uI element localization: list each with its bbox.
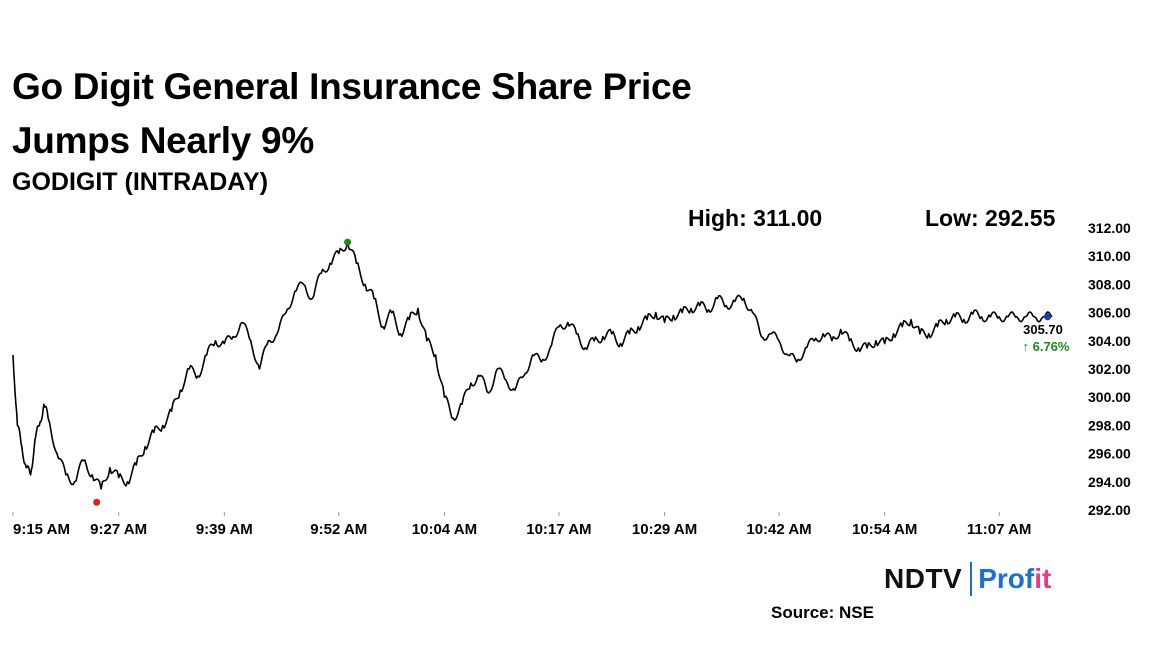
y-tick-label: 310.00: [1088, 248, 1131, 264]
logo-separator: [970, 562, 973, 596]
markers: [93, 238, 1052, 506]
x-tick-label: 10:29 AM: [632, 521, 697, 538]
last-price-label: 305.70: [1023, 322, 1063, 337]
x-tick-label: 11:07 AM: [967, 521, 1031, 538]
price-series: [12, 241, 1053, 490]
x-axis: 9:15 AM 9:27 AM 9:39 AM 9:52 AM 10:04 AM 10:1…: [12, 512, 1031, 538]
x-tick-label: 10:54 AM: [852, 521, 917, 538]
chart-subtitle: GODIGIT (INTRADAY): [12, 168, 269, 196]
x-tick-label: 10:04 AM: [412, 521, 477, 538]
x-tick-label: 10:17 AM: [526, 521, 591, 538]
high-label: High: 311.00: [688, 205, 823, 231]
low-label: Low: 292.55: [925, 205, 1056, 231]
logo-ndtv: NDTV: [884, 563, 963, 594]
headline: Go Digit General Insurance Share Price J…: [12, 66, 692, 161]
last-change-label: ↑ 6.76%: [1023, 339, 1070, 354]
y-tick-label: 308.00: [1088, 276, 1131, 292]
high-marker: [344, 238, 352, 246]
y-tick-label: 304.00: [1088, 333, 1131, 349]
last-price-marker: [1044, 313, 1052, 321]
y-tick-label: 294.00: [1088, 474, 1131, 490]
y-tick-label: 298.00: [1088, 417, 1131, 433]
x-tick-label: 9:27 AM: [90, 521, 147, 538]
y-tick-label: 306.00: [1088, 305, 1131, 321]
x-tick-label: 9:39 AM: [196, 521, 253, 538]
y-axis: 312.00 310.00 308.00 306.00 304.00 302.00 300.…: [1088, 220, 1131, 518]
y-tick-label: 296.00: [1088, 446, 1131, 462]
x-tick-label: 9:15 AM: [13, 521, 70, 538]
y-tick-label: 292.00: [1088, 502, 1131, 518]
x-tick-label: 9:52 AM: [310, 521, 367, 538]
source-note: Source: NSE: [771, 603, 874, 622]
ndtv-profit-logo: NDTV Profit: [884, 562, 1051, 596]
y-tick-label: 312.00: [1088, 220, 1131, 236]
y-tick-label: 300.00: [1088, 389, 1131, 405]
low-marker: [93, 498, 101, 506]
logo-profit: Profit: [978, 563, 1052, 594]
price-line: [12, 241, 1053, 490]
y-tick-label: 302.00: [1088, 361, 1131, 377]
x-tick-label: 10:42 AM: [746, 521, 811, 538]
